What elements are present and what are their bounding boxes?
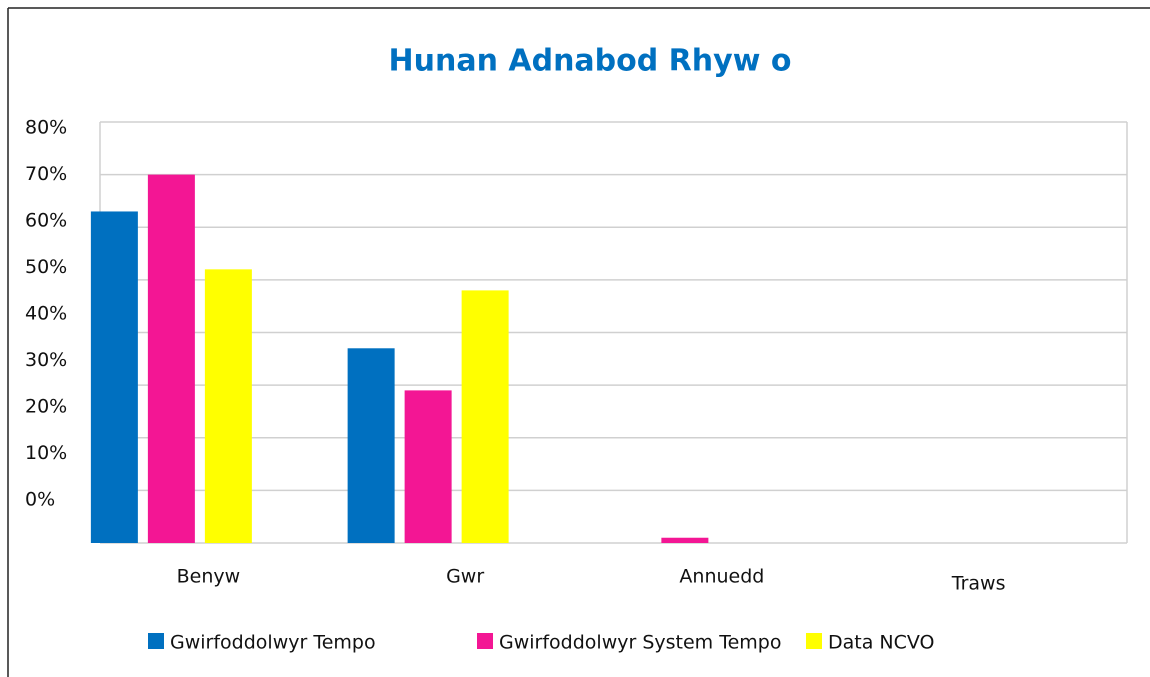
y-tick-label: 0%	[25, 489, 55, 511]
bar	[404, 390, 452, 543]
x-tick-label: Gwr	[446, 566, 484, 588]
legend-swatch	[477, 633, 493, 649]
y-tick-label: 50%	[25, 256, 67, 278]
y-tick-label: 70%	[25, 163, 67, 185]
y-tick-label: 60%	[25, 210, 67, 232]
y-tick-label: 40%	[25, 303, 67, 325]
bar	[90, 211, 138, 543]
bar	[147, 174, 195, 543]
legend-swatch	[148, 633, 164, 649]
bar	[661, 537, 709, 543]
x-tick-label: Annuedd	[679, 566, 764, 588]
legend-label: Data NCVO	[828, 632, 935, 654]
legend-label: Gwirfoddolwyr Tempo	[170, 632, 376, 654]
legend-swatch	[806, 633, 822, 649]
legend-label: Gwirfoddolwyr System Tempo	[499, 632, 781, 654]
x-tick-label: Traws	[951, 573, 1006, 595]
chart-title: Hunan Adnabod Rhyw o	[389, 44, 792, 79]
x-tick-label: Benyw	[177, 566, 241, 588]
y-tick-label: 30%	[25, 349, 67, 371]
y-tick-label: 10%	[25, 442, 67, 464]
y-tick-label: 80%	[25, 117, 67, 139]
bar	[204, 269, 252, 543]
bar	[461, 290, 509, 543]
y-tick-label: 20%	[25, 396, 67, 418]
bar	[347, 348, 395, 543]
